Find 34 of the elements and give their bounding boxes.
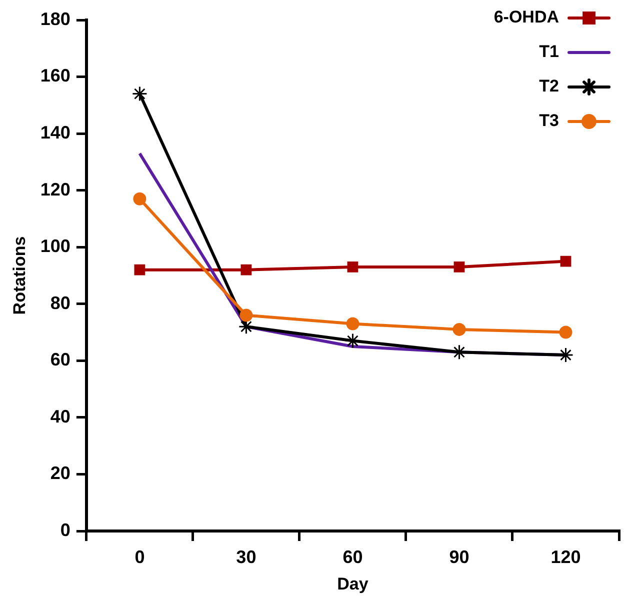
y-tick-label: 80 [50,292,70,313]
point [134,264,146,276]
x-tick-label: 90 [449,546,470,567]
point [240,308,253,322]
y-tick-label: 100 [40,236,70,256]
legend-label: T1 [539,42,559,62]
legend-label: T2 [539,76,559,96]
point [454,262,465,272]
legend-label: 6-OHDA [494,8,559,27]
point [346,317,360,330]
legend-label: T3 [539,111,559,130]
y-tick-label: 20 [50,463,70,484]
point [132,86,148,102]
point [133,192,146,206]
point [451,344,467,360]
y-tick-label: 160 [40,66,70,86]
y-tick-label: 140 [40,122,70,143]
point [560,256,572,267]
y-tick-label: 120 [40,179,70,200]
y-tick-label: 60 [50,350,70,370]
y-tick-label: 0 [60,520,70,540]
y-axis-title: Rotations [10,236,29,315]
y-tick-label: 180 [40,8,70,29]
x-tick-label: 0 [134,546,145,567]
point [559,326,572,339]
point [240,264,252,276]
x-tick-label: 60 [342,546,363,567]
point [347,262,358,272]
point [344,333,360,349]
x-tick-label: 30 [236,546,256,567]
x-axis-title: Day [337,574,369,594]
y-tick-label: 40 [50,406,70,426]
x-tick-label: 120 [550,546,581,567]
point [452,322,466,336]
